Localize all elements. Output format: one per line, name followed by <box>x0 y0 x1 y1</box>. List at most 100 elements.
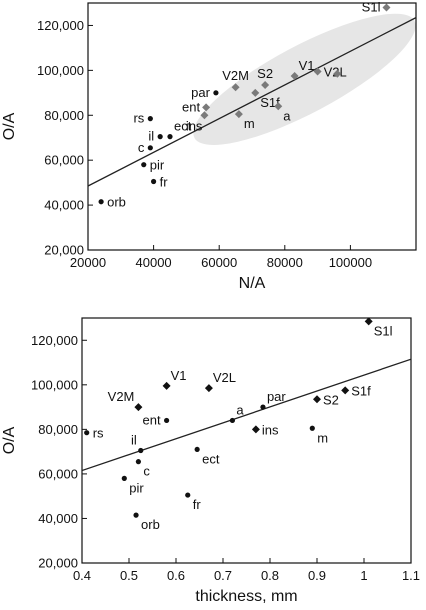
data-point-fr <box>151 178 157 185</box>
y-tick-label: 40,000 <box>38 511 78 526</box>
data-point-a <box>274 102 283 111</box>
data-point-orb <box>98 199 104 205</box>
data-point-orb <box>133 512 139 518</box>
point-label-rs: rs <box>93 426 104 441</box>
x-tick-label: 0.4 <box>73 568 91 583</box>
data-point-c <box>147 145 153 151</box>
data-point-rs <box>147 116 153 122</box>
x-tick-label: 40000 <box>136 255 172 270</box>
data-point-V1 <box>162 381 171 390</box>
chart-2: 0.4 0.5 0.6 0.7 0.8 0.9 1 1.1 20,000 40,000 60,000… <box>1 317 420 605</box>
plot-frame <box>87 2 417 251</box>
point-label-pir: pir <box>129 480 144 495</box>
data-point-S2 <box>313 395 321 404</box>
data-point-ect <box>194 446 200 453</box>
x-tick-label: 0.6 <box>167 568 185 583</box>
point-label-S2: S2 <box>257 66 273 81</box>
point-label-ent: ent <box>182 99 200 114</box>
x-tick-label: 60000 <box>201 255 237 270</box>
y-tick-label: 80,000 <box>44 108 84 123</box>
data-point-ent <box>202 103 211 112</box>
x-tick-label: 100000 <box>329 255 372 270</box>
data-point-V2L <box>204 384 213 393</box>
data-point-m <box>309 425 315 431</box>
y-tick-label: 100,000 <box>37 63 84 78</box>
data-point-V2L <box>313 67 322 76</box>
data-point-S2 <box>261 80 270 89</box>
highlight-ellipse <box>193 13 416 145</box>
x-tick-label: 0.5 <box>120 568 138 583</box>
point-label-par: par <box>191 85 210 100</box>
point-label-S1f: S1f <box>351 383 371 398</box>
x-tick-label: 1 <box>360 568 367 583</box>
point-label-ins: ins <box>186 118 203 133</box>
point-label-a: a <box>283 108 291 123</box>
point-label-V2M: V2M <box>108 389 135 404</box>
point-label-m: m <box>317 430 328 445</box>
y-tick-label: 60,000 <box>44 153 84 168</box>
x-axis-title: N/A <box>239 275 266 292</box>
point-label-orb: orb <box>141 517 160 532</box>
data-point-S1l <box>382 3 391 12</box>
y-tick-label: 100,000 <box>31 377 78 392</box>
data-point-fr <box>185 492 191 498</box>
data-point-il <box>157 134 163 140</box>
point-label-il: il <box>131 433 137 448</box>
x-tick-label: 1.1 <box>402 568 420 583</box>
point-label-a: a <box>236 402 244 417</box>
point-label-V2M: V2M <box>222 68 249 83</box>
point-label-fr: fr <box>193 497 202 512</box>
point-label-par: par <box>267 389 286 404</box>
point-label-c: c <box>138 140 145 155</box>
x-tick-label: 20000 <box>70 255 106 270</box>
y-axis-title: O/A <box>1 112 18 140</box>
point-label-ins: ins <box>262 422 279 437</box>
point-label-S1l: S1l <box>362 0 381 14</box>
point-label-ect: ect <box>174 119 192 134</box>
data-point-il <box>138 447 144 454</box>
data-point-S1f <box>251 88 260 97</box>
data-point-V1 <box>290 71 299 80</box>
point-label-ect: ect <box>202 451 220 466</box>
chart-1: 20000 40000 60000 80000 100000 20,000 40,000 60… <box>1 0 417 292</box>
data-point-V2M <box>231 83 240 92</box>
y-tick-label: 20,000 <box>44 243 84 258</box>
data-point-pir <box>121 475 127 481</box>
data-point-S1l <box>364 317 373 326</box>
y-tick-label: 40,000 <box>44 198 84 213</box>
data-point-rs <box>84 430 90 436</box>
y-tick-label: 80,000 <box>38 422 78 437</box>
data-point-pir <box>141 162 147 168</box>
point-label-rs: rs <box>133 111 144 126</box>
y-tick-label: 120,000 <box>31 333 78 348</box>
data-point-ins <box>251 425 260 434</box>
y-tick-label: 20,000 <box>38 556 78 571</box>
point-label-S2: S2 <box>323 392 339 407</box>
data-point-ect <box>167 134 173 140</box>
data-point-S1f <box>341 386 350 395</box>
x-tick-label: 0.9 <box>308 568 326 583</box>
point-label-ent: ent <box>143 412 161 427</box>
data-point-par <box>260 404 266 410</box>
x-tick-label: 0.7 <box>214 568 232 583</box>
point-label-V2L: V2L <box>213 370 236 385</box>
point-label-S1l: S1l <box>374 323 393 338</box>
y-tick-label: 60,000 <box>38 466 78 481</box>
data-point-c <box>135 459 141 465</box>
x-tick-label: 80000 <box>267 255 303 270</box>
x-tick-label: 0.8 <box>261 568 279 583</box>
point-label-V1: V1 <box>299 58 315 73</box>
y-axis-title: O/A <box>1 426 18 454</box>
point-label-c: c <box>143 464 150 479</box>
data-point-ins <box>200 111 209 120</box>
data-point-par <box>213 90 219 96</box>
data-point-a <box>229 417 235 424</box>
data-point-V2L <box>333 69 342 78</box>
regression-line <box>82 358 411 472</box>
x-axis-title: thickness, mm <box>195 588 297 605</box>
point-label-fr: fr <box>160 175 169 190</box>
point-label-m: m <box>244 116 255 131</box>
point-label-orb: orb <box>107 195 126 210</box>
point-label-V1: V1 <box>171 368 187 383</box>
